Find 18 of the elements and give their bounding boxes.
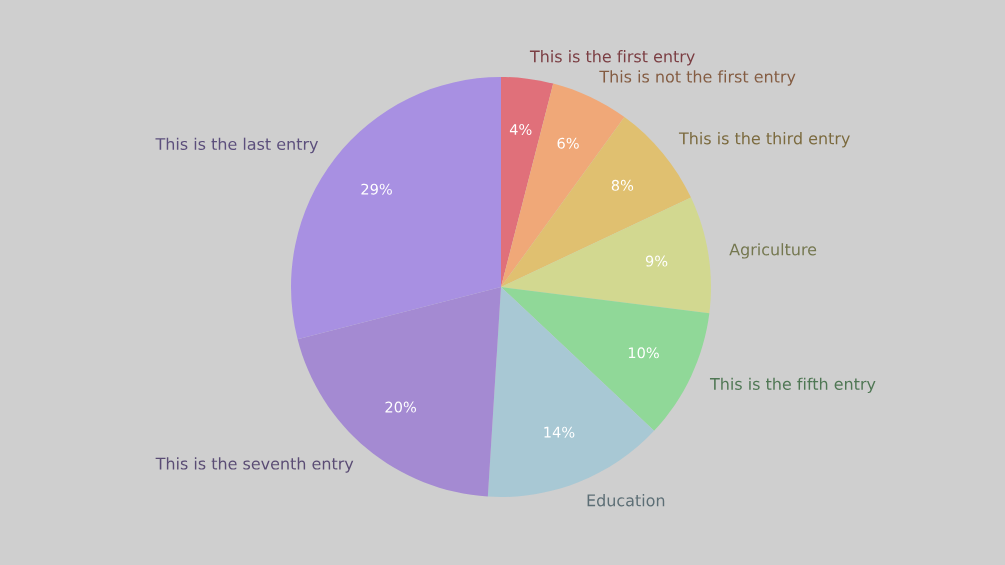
slice-label: Education (587, 494, 665, 507)
slice-label: This is the fifth entry (709, 377, 876, 394)
slice-label: This is the third entry (678, 132, 850, 148)
slice-label: This is the last entry (155, 137, 319, 154)
slice-label: This is the seventh entry (155, 457, 354, 473)
data-label: 6% (557, 137, 579, 149)
data-label: 29% (361, 183, 392, 195)
slice-label: This is the first entry (529, 50, 695, 66)
pie-slice (501, 197, 711, 314)
data-label: 14% (544, 426, 575, 438)
slice-label: This is not the first entry (599, 70, 796, 86)
slice-label: Agriculture (729, 243, 817, 259)
pie-slice (501, 77, 554, 287)
data-label: 10% (628, 347, 659, 359)
data-label: 20% (385, 401, 417, 413)
data-label: 9% (645, 255, 668, 267)
data-label: 8% (611, 179, 634, 191)
data-label: 4% (509, 123, 532, 135)
